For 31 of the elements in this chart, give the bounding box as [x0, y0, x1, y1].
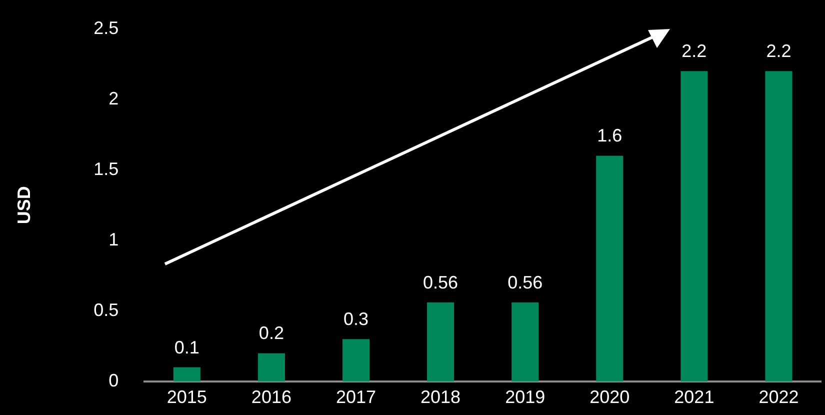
x-tick-label: 2020	[590, 387, 630, 408]
bar	[765, 71, 792, 382]
bar	[342, 339, 370, 382]
bar	[258, 353, 285, 382]
x-tick-label: 2022	[758, 387, 799, 408]
x-tick-label: 2016	[251, 387, 292, 408]
bar	[596, 156, 624, 382]
x-tick-label: 2017	[336, 387, 376, 408]
bar	[680, 71, 708, 382]
data-label: 2.2	[682, 41, 707, 62]
data-label: 1.6	[597, 126, 622, 146]
y-tick-label: 0.5	[94, 300, 119, 320]
bar	[512, 302, 539, 382]
x-tick-label: 2015	[166, 387, 207, 408]
data-label: 0.1	[174, 337, 200, 358]
y-axis-title: USD	[14, 186, 34, 224]
data-label: 0.2	[258, 323, 284, 344]
data-label: 0.3	[343, 309, 369, 330]
x-tick-label: 2018	[420, 387, 461, 408]
x-tick-label: 2019	[505, 387, 546, 408]
y-tick-label: 2.5	[94, 18, 119, 38]
bar	[173, 367, 200, 382]
data-label: 0.56	[508, 272, 543, 292]
y-tick-label: 1.5	[94, 158, 119, 179]
y-tick-label: 2	[108, 88, 119, 108]
data-label: 0.56	[423, 272, 458, 292]
data-label: 2.2	[766, 41, 792, 62]
bar	[427, 302, 454, 382]
y-tick-label: 0	[108, 370, 119, 390]
y-tick-label: 1	[108, 229, 119, 250]
x-tick-label: 2021	[674, 387, 714, 408]
